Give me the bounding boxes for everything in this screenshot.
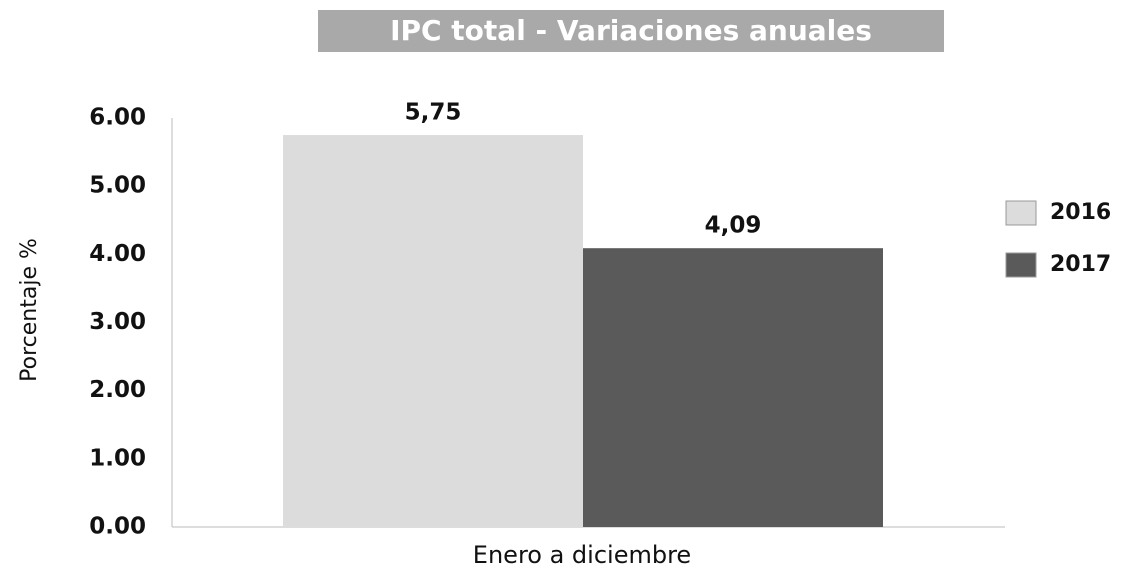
chart-title: IPC total - Variaciones anuales: [390, 14, 872, 47]
value-label: 4,09: [705, 213, 762, 239]
y-axis-label: Porcentaje %: [17, 238, 42, 382]
value-label: 5,75: [405, 100, 462, 126]
y-tick-label: 2.00: [89, 377, 146, 403]
legend-swatch: [1005, 200, 1037, 226]
y-tick-label: 5.00: [89, 173, 146, 199]
legend-label: 2017: [1050, 252, 1111, 277]
y-tick-label: 4.00: [89, 241, 146, 267]
y-tick-label: 6.00: [89, 105, 146, 131]
y-tick-label: 3.00: [89, 309, 146, 335]
y-tick-label: 1.00: [89, 445, 146, 471]
title-background: [318, 10, 944, 52]
bar: [283, 135, 583, 527]
y-tick-label: 0.00: [89, 514, 146, 540]
bar: [583, 248, 883, 527]
x-axis-label: Enero a diciembre: [473, 541, 691, 569]
legend-swatch: [1005, 252, 1037, 278]
legend-label: 2016: [1050, 200, 1111, 225]
